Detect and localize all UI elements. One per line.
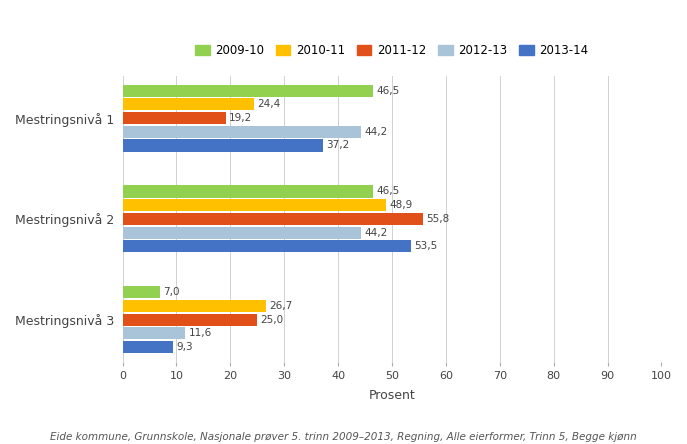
Text: 26,7: 26,7	[270, 301, 293, 311]
Text: 7,0: 7,0	[164, 287, 180, 297]
Bar	[122, 112, 226, 124]
Bar	[122, 98, 254, 111]
Text: 53,5: 53,5	[414, 241, 438, 251]
Text: 25,0: 25,0	[260, 315, 284, 325]
Bar	[122, 240, 411, 252]
Text: 55,8: 55,8	[427, 214, 450, 224]
Text: 37,2: 37,2	[326, 140, 350, 151]
Bar	[122, 199, 386, 211]
Bar	[122, 341, 172, 353]
Bar	[122, 327, 185, 339]
Bar	[122, 186, 373, 198]
Text: 9,3: 9,3	[176, 342, 192, 352]
Text: 48,9: 48,9	[390, 200, 413, 210]
Bar	[122, 226, 361, 238]
Bar	[122, 300, 267, 312]
Text: 24,4: 24,4	[258, 99, 280, 109]
Text: 46,5: 46,5	[376, 86, 400, 95]
Text: 19,2: 19,2	[229, 113, 253, 123]
Text: Eide kommune, Grunnskole, Nasjonale prøver 5. trinn 2009–2013, Regning, Alle eie: Eide kommune, Grunnskole, Nasjonale prøv…	[50, 432, 637, 442]
Bar	[122, 313, 258, 326]
Text: 11,6: 11,6	[188, 329, 212, 338]
Bar	[122, 213, 423, 225]
Bar	[122, 286, 160, 298]
Bar	[122, 126, 361, 138]
Text: 44,2: 44,2	[364, 228, 387, 238]
Text: 46,5: 46,5	[376, 186, 400, 196]
Bar	[122, 139, 323, 151]
Legend: 2009-10, 2010-11, 2011-12, 2012-13, 2013-14: 2009-10, 2010-11, 2011-12, 2012-13, 2013…	[195, 44, 589, 57]
X-axis label: Prosent: Prosent	[369, 389, 416, 402]
Text: 44,2: 44,2	[364, 127, 387, 137]
Bar	[122, 85, 373, 97]
